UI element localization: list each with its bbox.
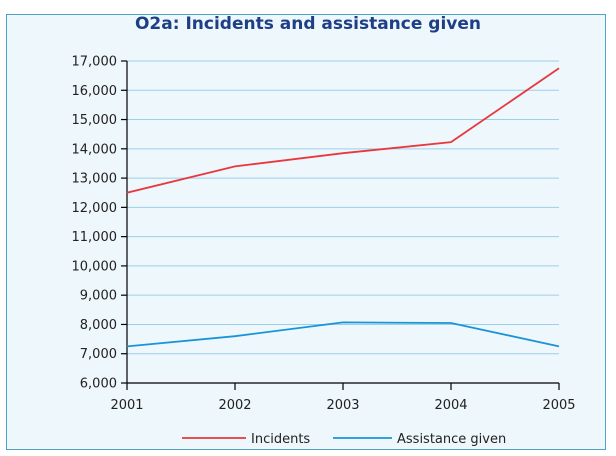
x-tick-label: 2002 — [218, 398, 251, 413]
y-tick-label: 9,000 — [80, 289, 117, 304]
chart-title: O2a: Incidents and assistance given — [134, 14, 482, 34]
y-tick-label: 14,000 — [72, 142, 118, 157]
x-tick-label: 2005 — [542, 398, 575, 413]
y-tick-label: 16,000 — [72, 84, 118, 99]
y-tick-label: 8,000 — [80, 318, 117, 333]
legend-label-incidents: Incidents — [251, 432, 310, 447]
y-tick-label: 17,000 — [72, 55, 118, 70]
y-tick-label: 6,000 — [80, 377, 117, 392]
series-lines — [126, 67, 560, 348]
x-tick-label: 2003 — [326, 398, 359, 413]
y-tick-label: 7,000 — [80, 347, 117, 362]
axes — [126, 61, 559, 384]
y-tick-label: 10,000 — [72, 259, 118, 274]
series-line-incidents — [126, 67, 560, 194]
chart-frame — [6, 14, 606, 450]
y-tick-label: 12,000 — [72, 201, 118, 216]
x-tick-label: 2004 — [434, 398, 467, 413]
x-ticks: 2001 2002 2003 2004 2005 — [110, 383, 576, 413]
legend-label-assistance-given: Assistance given — [397, 432, 506, 447]
y-ticks: 6,000 7,000 8,000 9,000 10,000 11,000 12,000 13… — [72, 55, 127, 392]
legend: Incidents Assistance given — [182, 432, 506, 447]
x-tick-label: 2001 — [110, 398, 143, 413]
gridlines — [127, 60, 559, 355]
series-line-assistance-given — [126, 321, 560, 348]
y-tick-label: 15,000 — [72, 113, 118, 128]
y-tick-label: 11,000 — [72, 230, 118, 245]
y-tick-label: 13,000 — [72, 172, 118, 187]
